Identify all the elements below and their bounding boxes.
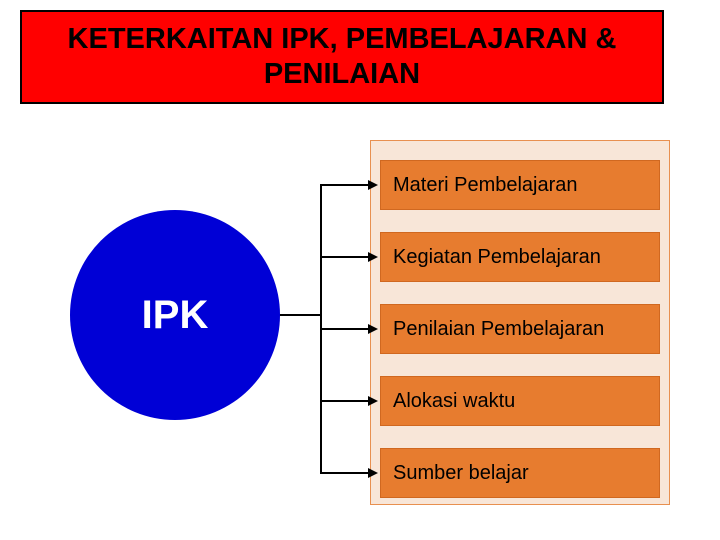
connector-branch [320, 400, 370, 402]
item-box: Sumber belajar [380, 448, 660, 498]
title-text: KETERKAITAN IPK, PEMBELAJARAN & PENILAIA… [22, 22, 662, 92]
item-box: Materi Pembelajaran [380, 160, 660, 210]
ipk-circle: IPK [70, 210, 280, 420]
connector-branch [320, 472, 370, 474]
item-box: Penilaian Pembelajaran [380, 304, 660, 354]
arrow-head-icon [368, 468, 378, 478]
item-label: Alokasi waktu [393, 390, 515, 413]
arrow-head-icon [368, 252, 378, 262]
arrow-head-icon [368, 180, 378, 190]
item-label: Materi Pembelajaran [393, 174, 578, 197]
connector-branch [320, 184, 370, 186]
ipk-label: IPK [142, 293, 209, 338]
connector-branch [320, 256, 370, 258]
connector-main-h [280, 314, 320, 316]
arrow-head-icon [368, 324, 378, 334]
item-label: Penilaian Pembelajaran [393, 318, 604, 341]
item-box: Kegiatan Pembelajaran [380, 232, 660, 282]
title-box: KETERKAITAN IPK, PEMBELAJARAN & PENILAIA… [20, 10, 664, 104]
connector-branch [320, 328, 370, 330]
item-label: Kegiatan Pembelajaran [393, 246, 601, 269]
item-label: Sumber belajar [393, 462, 529, 485]
arrow-head-icon [368, 396, 378, 406]
item-box: Alokasi waktu [380, 376, 660, 426]
